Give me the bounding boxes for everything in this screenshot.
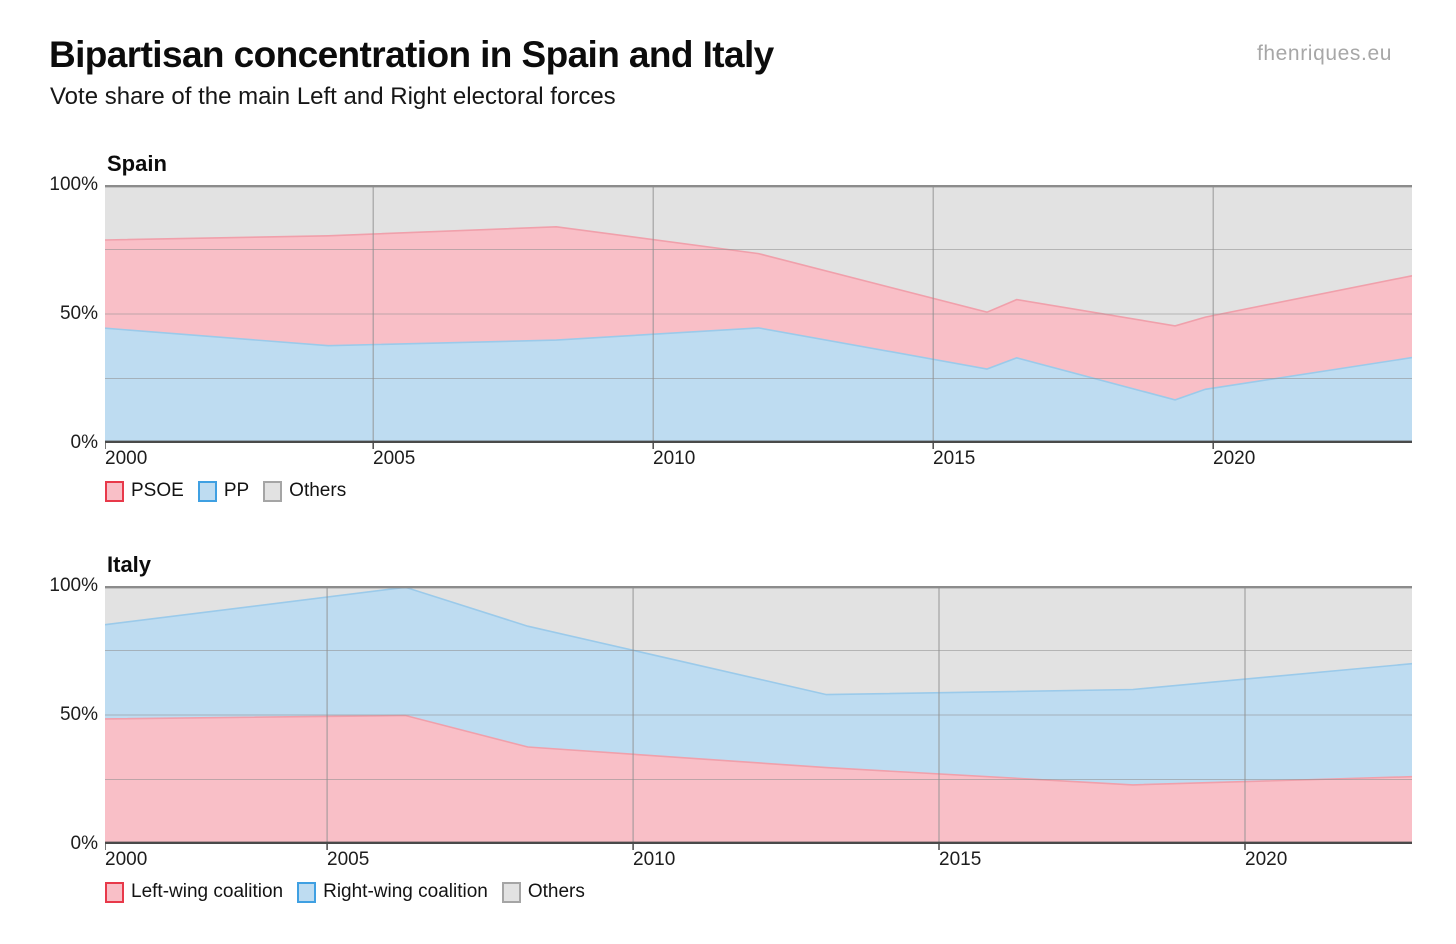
legend-swatch	[197, 480, 217, 502]
spain-chart-title: Spain	[107, 151, 167, 176]
legend-label: Others	[289, 480, 347, 501]
page-subtitle: Vote share of the main Left and Right el…	[50, 83, 616, 110]
legend-item-others: Others	[501, 881, 585, 903]
legend-item-right-wing-coalition: Right-wing coalition	[297, 881, 488, 903]
legend-item-pp: PP	[197, 480, 250, 502]
x-tick-label: 2005	[327, 849, 370, 870]
y-tick-label: 50%	[59, 303, 98, 324]
legend-item-psoe: PSOE	[105, 480, 184, 502]
spain-legend: PSOE PP Others	[105, 478, 346, 504]
italy-legend: Left-wing coalition Right-wing coalition O…	[105, 879, 585, 905]
area-pp	[105, 327, 1412, 443]
italy-x-axis: 2000 2005 2010 2015 2020	[105, 849, 1412, 873]
x-tick-label: 2010	[633, 849, 676, 870]
italy-y-axis: 100% 50% 0%	[20, 575, 98, 854]
legend-swatch	[501, 881, 521, 903]
legend-label: PSOE	[131, 480, 184, 501]
edge-left-wing-coalition	[105, 714, 1412, 786]
legend-swatch	[105, 480, 124, 502]
edge-right-wing-coalition	[105, 586, 1412, 696]
watermark-link[interactable]: fhenriques.eu	[1256, 42, 1392, 65]
legend-label: Others	[527, 881, 585, 902]
y-tick-label: 100%	[49, 174, 98, 195]
spain-x-axis: 2000 2005 2010 2015 2020	[105, 448, 1412, 472]
legend-label: Left-wing coalition	[131, 881, 284, 902]
italy-chart-panel: Italy 100% 50% 0% 2000 2005 2010 2015 2020 Lef…	[0, 552, 1456, 932]
legend-swatch	[263, 480, 283, 502]
x-tick-label: 2020	[1213, 448, 1256, 469]
spain-chart-panel: Spain 100% 50% 0% 2000 2005 2010 2015 2020 PSO…	[0, 151, 1456, 531]
x-tick-label: 2000	[105, 448, 148, 469]
x-tick-label: 2010	[653, 448, 696, 469]
spain-stacked-area-plot	[105, 185, 1412, 449]
edge-psoe	[105, 225, 1412, 327]
y-tick-label: 0%	[70, 833, 98, 854]
y-tick-label: 100%	[49, 575, 98, 596]
x-tick-label: 2015	[939, 849, 982, 870]
legend-swatch	[105, 881, 124, 903]
legend-item-left-wing-coalition: Left-wing coalition	[105, 881, 283, 903]
legend-label: PP	[223, 480, 250, 501]
edge-pp	[105, 327, 1412, 401]
italy-chart-title: Italy	[107, 552, 152, 577]
x-tick-label: 2020	[1245, 849, 1288, 870]
y-tick-label: 0%	[70, 432, 98, 453]
y-tick-label: 50%	[59, 704, 98, 725]
italy-stacked-area-plot	[105, 586, 1412, 850]
x-tick-label: 2000	[105, 849, 148, 870]
legend-item-others: Others	[263, 480, 346, 502]
x-tick-label: 2015	[933, 448, 976, 469]
spain-y-axis: 100% 50% 0%	[20, 174, 98, 453]
x-tick-label: 2005	[373, 448, 416, 469]
legend-swatch	[297, 881, 317, 903]
legend-label: Right-wing coalition	[323, 881, 488, 902]
page-title: Bipartisan concentration in Spain and It…	[49, 34, 774, 75]
